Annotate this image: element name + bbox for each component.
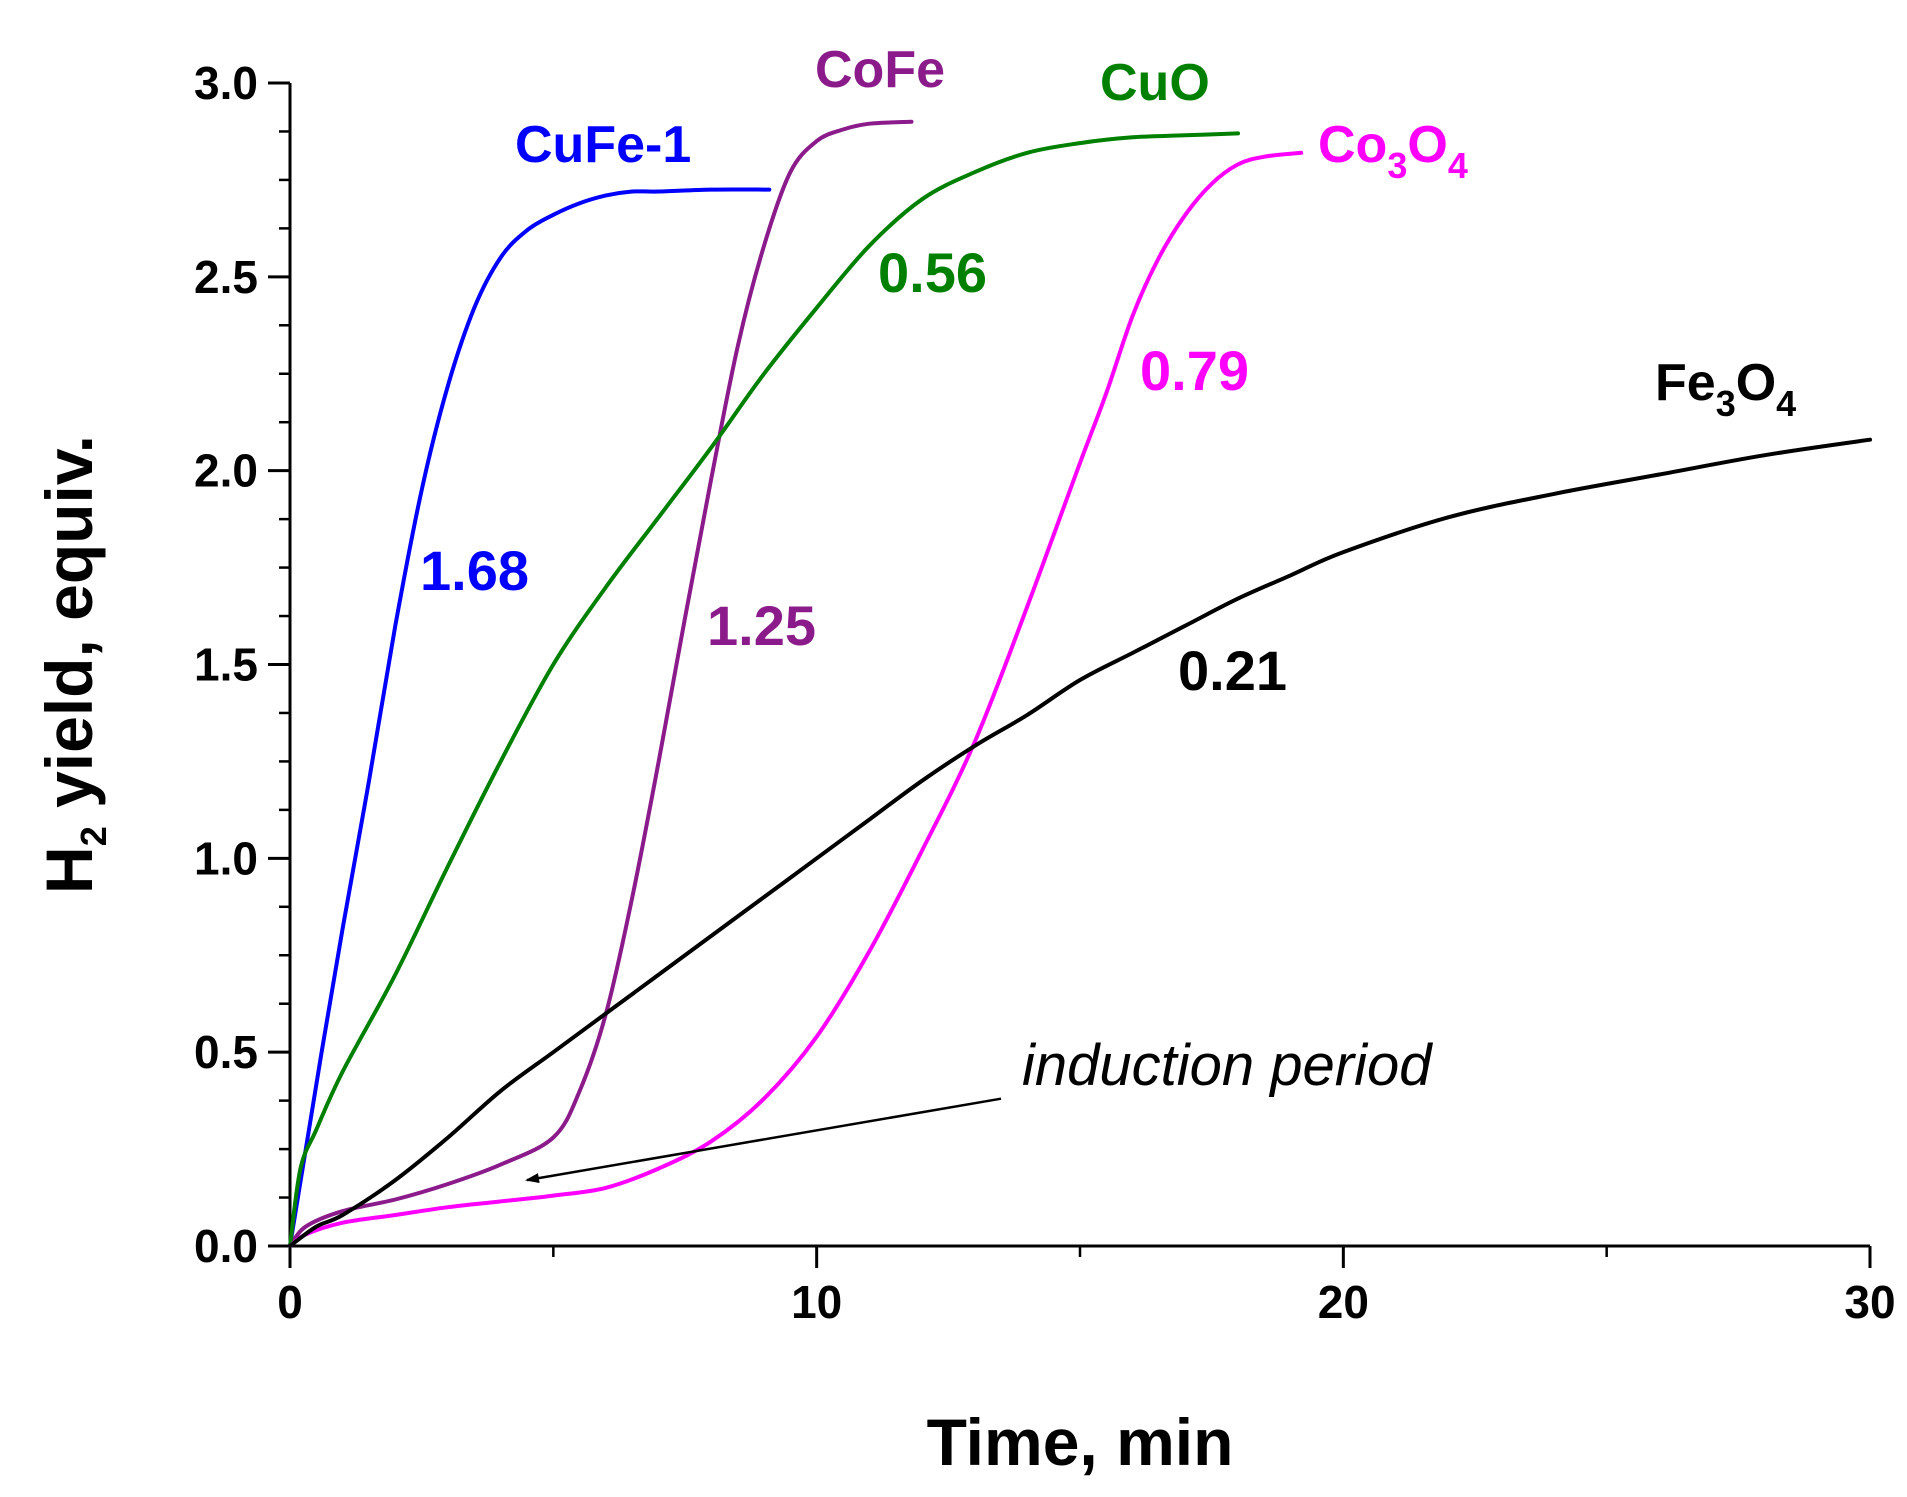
- x-axis-title: Time, min: [927, 1405, 1234, 1479]
- annotation-arrow: [525, 1097, 1002, 1183]
- series-line-cofe: [288, 119, 914, 1248]
- series-line-cufe-1: [288, 187, 772, 1248]
- y-tick-label: 2.5: [194, 251, 258, 303]
- rate-label-cufe-1: 1.68: [420, 539, 529, 602]
- x-tick-label: 30: [1844, 1276, 1895, 1328]
- series-label-cufe-1: CuFe-1: [515, 116, 691, 174]
- annotation: induction period: [525, 1033, 1433, 1183]
- rate-label-cuo: 0.56: [878, 241, 987, 304]
- y-tick-label: 0.0: [194, 1220, 258, 1272]
- annotation-induction-period: induction period: [1022, 1033, 1433, 1098]
- series-label-fe3o4: Fe3O4: [1655, 354, 1796, 424]
- y-tick-label: 1.5: [194, 639, 258, 691]
- x-tick-label: 0: [277, 1276, 303, 1328]
- y-tick-label: 2.0: [194, 445, 258, 497]
- y-axis-title: H2 yield, equiv.: [32, 435, 114, 894]
- series-label-cofe: CoFe: [815, 41, 945, 99]
- data-curves: [288, 119, 1872, 1248]
- labels: CuFe-1 1.68 CoFe 1.25 CuO 0.56 Co3O4 0.79 Fe3O4 0…: [420, 41, 1796, 702]
- y-tick-label: 1.0: [194, 832, 258, 884]
- y-tick-label: 3.0: [194, 57, 258, 109]
- y-tick-label: 0.5: [194, 1026, 258, 1078]
- rate-label-fe3o4: 0.21: [1178, 639, 1287, 702]
- rate-label-cofe: 1.25: [707, 594, 816, 657]
- axes: 0.0 0.5 1.0 1.5 2.0 2.5 3.0 0 10 20 30 Time, min H2 …: [32, 57, 1896, 1479]
- series-label-cuo: CuO: [1100, 54, 1210, 112]
- x-tick-label: 20: [1318, 1276, 1369, 1328]
- series-line-co3o4: [288, 150, 1304, 1248]
- rate-label-co3o4: 0.79: [1140, 339, 1249, 402]
- x-tick-label: 10: [791, 1276, 842, 1328]
- series-line-cuo: [288, 131, 1240, 1248]
- series-label-co3o4: Co3O4: [1318, 116, 1468, 186]
- series-line-fe3o4: [288, 437, 1872, 1248]
